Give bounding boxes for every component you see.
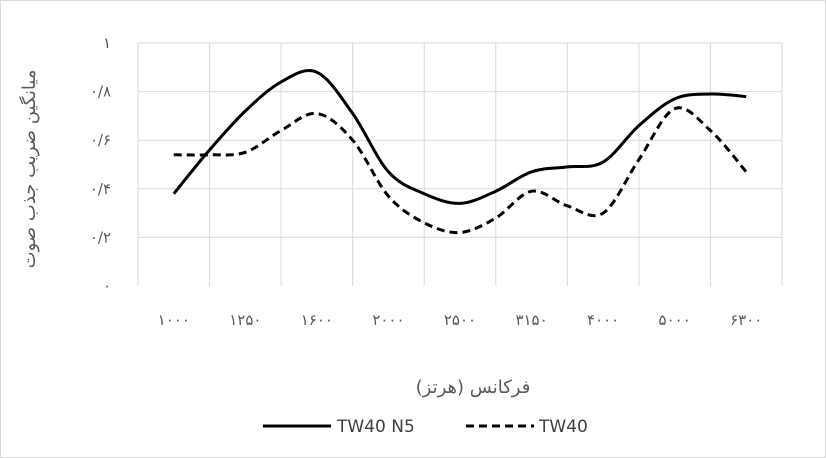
- x-tick-labels: ۱۰۰۰ ۱۲۵۰ ۱۶۰۰ ۲۰۰۰ ۲۵۰۰ ۳۱۵۰ ۴۰۰۰ ۵۰۰۰ ۶۳۰۰: [158, 311, 763, 329]
- y-tick-label-1: ۰/۲: [90, 228, 111, 246]
- gridlines: [137, 42, 783, 286]
- x-tick-label-7: ۵۰۰۰: [659, 311, 691, 329]
- x-tick-label-8: ۶۳۰۰: [730, 311, 762, 329]
- legend: TW40 N5 TW40: [263, 417, 588, 437]
- x-tick-label-6: ۴۰۰۰: [587, 311, 619, 329]
- legend-label-tw40-n5: TW40 N5: [336, 417, 415, 437]
- series-line-0: [172, 69, 747, 205]
- y-tick-label-3: ۰/۶: [90, 131, 111, 149]
- x-tick-label-3: ۲۰۰۰: [372, 311, 404, 329]
- series-line-1: [173, 106, 748, 235]
- x-tick-label-4: ۲۵۰۰: [444, 311, 476, 329]
- x-tick-label-1: ۱۲۵۰: [229, 311, 261, 329]
- y-tick-label-2: ۰/۴: [90, 180, 111, 198]
- y-tick-label-4: ۰/۸: [90, 83, 111, 101]
- y-axis-title: میانگین ضریب جذب صوت: [18, 70, 40, 269]
- legend-label-tw40: TW40: [538, 417, 588, 437]
- x-tick-label-0: ۱۰۰۰: [158, 311, 190, 329]
- x-tick-label-5: ۳۱۵۰: [515, 311, 547, 329]
- y-tick-label-0: ۰: [103, 277, 111, 295]
- series-lines: [172, 69, 748, 235]
- y-tick-labels: ۰ ۰/۲ ۰/۴ ۰/۶ ۰/۸ ۱: [90, 34, 111, 295]
- x-axis-title: فرکانس (هرتز): [416, 377, 531, 398]
- y-tick-label-5: ۱: [103, 34, 111, 52]
- x-tick-label-2: ۱۶۰۰: [301, 311, 333, 329]
